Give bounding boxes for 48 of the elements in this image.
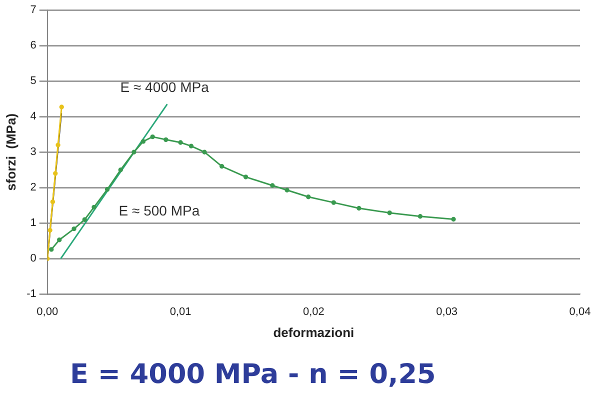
point [59, 104, 64, 110]
point [164, 137, 168, 142]
x-tick-label: 0,00 [36, 306, 58, 318]
point [57, 237, 62, 242]
x-tick-label: 0,01 [170, 306, 192, 318]
point [243, 174, 248, 180]
point [49, 247, 54, 252]
point [82, 217, 88, 222]
point [53, 171, 58, 176]
y-tick-label: 3 [30, 146, 36, 158]
point [104, 187, 110, 192]
text: E = 4000 MPa - n = 0,25 [69, 358, 437, 392]
point [219, 164, 224, 169]
point [331, 200, 336, 205]
point [56, 142, 60, 148]
point [178, 140, 183, 145]
point [92, 204, 96, 210]
x-tick-label: 0,02 [302, 306, 324, 318]
point [451, 216, 456, 222]
point [387, 210, 392, 216]
point [72, 226, 76, 232]
y-tick-label: 2 [30, 182, 36, 194]
annotation: E ≈ 500 MPa [118, 202, 200, 219]
point [188, 144, 194, 148]
point [132, 150, 136, 154]
x-axis-title: deformazioni [273, 324, 354, 340]
y-axis-title: sforzi (MPa) [3, 113, 18, 191]
point [150, 134, 155, 140]
point [202, 150, 207, 154]
x-tick-label: 0,03 [436, 306, 458, 318]
point [356, 206, 362, 211]
y-tick-label: 6 [30, 40, 36, 52]
y-tick-label: 0 [30, 252, 36, 265]
y-tick-label: 4 [30, 110, 36, 123]
y-tick-label: 7 [30, 4, 36, 16]
annotation: E ≈ 4000 MPa [120, 79, 210, 96]
point [284, 188, 290, 192]
point [48, 228, 52, 233]
y-tick-label: 1 [30, 217, 36, 230]
point [306, 194, 311, 200]
point [50, 199, 56, 204]
point [140, 139, 146, 144]
x-tick-label: 0,04 [569, 306, 591, 318]
y-tick-label: 5 [30, 75, 36, 88]
point [418, 214, 423, 219]
point [118, 168, 123, 172]
y-tick-label: -1 [26, 288, 36, 300]
point [270, 183, 275, 188]
